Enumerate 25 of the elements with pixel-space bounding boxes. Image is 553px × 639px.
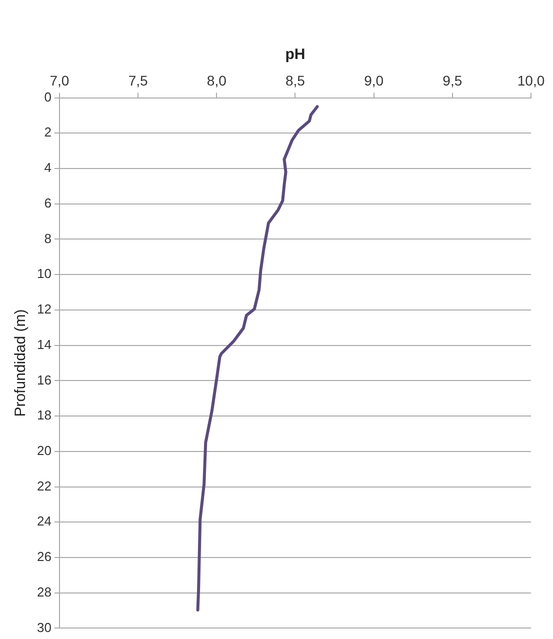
- y-tick-label: 24: [36, 514, 52, 529]
- y-tick-label: 12: [36, 302, 52, 317]
- x-axis-title: pH: [285, 46, 306, 64]
- y-tick-label: 6: [44, 195, 52, 210]
- y-tick-label: 22: [36, 478, 52, 494]
- y-tick-label: 30: [36, 620, 52, 635]
- y-tick-label: 2: [44, 124, 52, 140]
- y-tick-label: 0: [44, 89, 52, 104]
- x-tick-label: 7,5: [128, 72, 148, 88]
- y-tick-label: 28: [36, 584, 52, 600]
- y-tick-label: 26: [36, 549, 52, 564]
- y-tick-label: 20: [36, 442, 52, 458]
- x-tick-label: 7,0: [50, 72, 70, 88]
- y-tick-label: 14: [36, 336, 52, 352]
- y-tick-label: 8: [44, 230, 52, 246]
- y-tick-label: 10: [36, 266, 52, 282]
- y-tick-label: 4: [44, 160, 52, 176]
- y-tick-label: 16: [36, 372, 52, 388]
- x-tick-label: 9,5: [442, 72, 462, 88]
- x-tick-label: 9,0: [364, 72, 384, 88]
- x-tick-label: 8,0: [206, 72, 227, 88]
- y-tick-label: 18: [36, 408, 52, 423]
- x-tick-label: 8,5: [285, 72, 306, 88]
- x-tick-label: 10,0: [517, 72, 545, 88]
- y-axis-title: Profundidad (m): [12, 309, 30, 417]
